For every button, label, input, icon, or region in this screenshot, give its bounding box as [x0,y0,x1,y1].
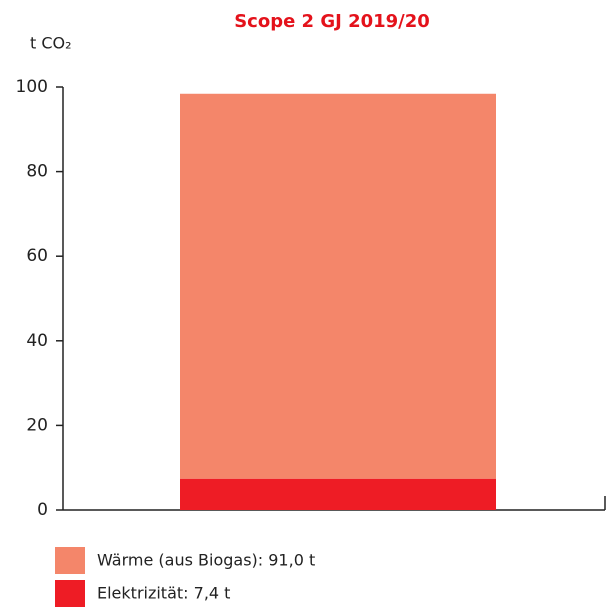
y-tick-label: 40 [26,331,48,351]
y-tick-label: 60 [26,246,48,266]
y-tick-label: 100 [16,77,48,97]
bar-segment [180,478,496,510]
legend-label: Elektrizität: 7,4 t [97,584,230,603]
chart-title: Scope 2 GJ 2019/20 [234,11,430,32]
bar-segment [180,93,496,479]
y-tick-label: 80 [26,162,48,182]
y-tick-label: 20 [26,415,48,435]
y-axis-label: t CO₂ [30,34,72,53]
legend-swatch [55,547,85,574]
legend-swatch [55,580,85,607]
y-tick-label: 0 [37,500,48,520]
legend-label: Wärme (aus Biogas): 91,0 t [97,551,315,570]
